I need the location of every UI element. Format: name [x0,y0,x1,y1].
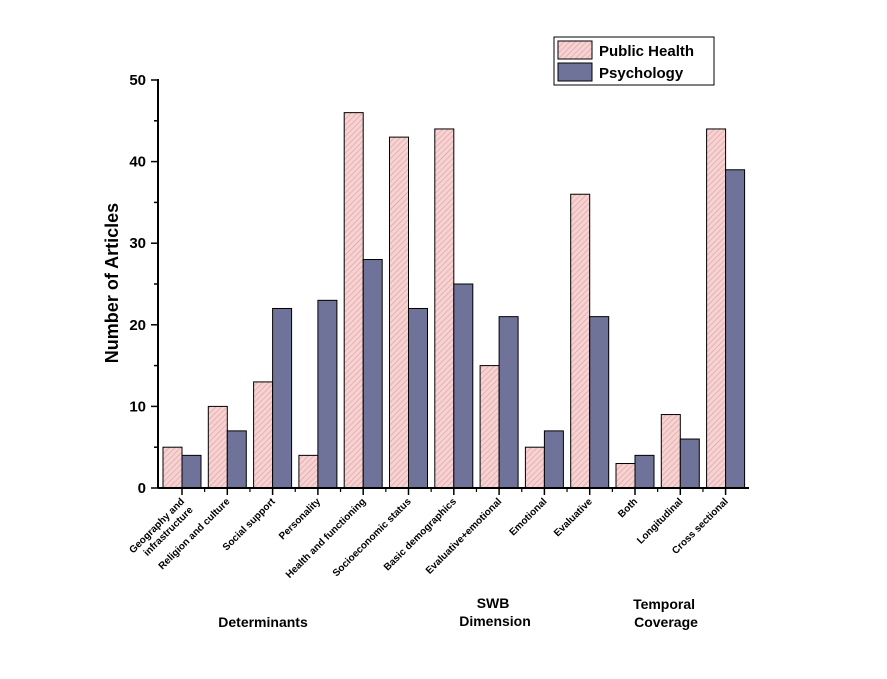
bar-psychology-personality [317,299,338,489]
y-axis-title: Number of Articles [102,203,122,363]
bar-public-health-basic-demographics [434,128,455,489]
bar-psychology-geography-and-infrastructure [181,454,202,489]
bar-public-health-cross-sectional [706,128,727,489]
bar-psychology-socioeconomic-status [408,307,428,489]
y-tick-label: 10 [129,398,146,415]
x-tick-label-health-and-functioning: Health and functioning [284,496,368,580]
bar-psychology-emotional [543,430,564,489]
bar-psychology-religion-and-culture [226,430,247,489]
legend-swatch-public-health [557,40,593,60]
y-tick-label: 40 [129,154,146,171]
bar-public-health-emotional [524,446,545,489]
bar-public-health-longitudinal [660,414,681,489]
bar-psychology-social-support [272,307,293,489]
x-tick-label-socioeconomic-status: Socioeconomic status [331,496,414,579]
x-tick-label-longitudinal: Longitudinal [635,496,685,546]
legend-label-public-health: Public Health [599,43,694,60]
y-tick-label: 30 [129,235,146,252]
bar-psychology-cross-sectional [725,169,746,489]
x-tick-label-geography-and-infrastructure: Geography andinfrastructure [127,496,195,564]
legend-swatch-psychology [557,62,593,82]
bar-psychology-both [634,454,655,489]
y-tick-label: 50 [129,72,146,89]
x-tick-label-evaluative: Evaluative [552,496,595,539]
x-tick-label-both: Both [616,496,640,520]
bar-psychology-longitudinal [679,438,700,489]
bar-public-health-evaluative [570,193,591,489]
bar-public-health-personality [298,454,319,489]
group-label-temporal-coverage: Temporal Coverage [633,596,699,630]
y-tick-label: 20 [129,317,146,334]
bar-public-health-geography-and-infrastructure [162,446,183,489]
bar-public-health-socioeconomic-status [389,136,409,489]
y-tick-label: 0 [138,480,146,497]
bar-public-health-evaluative-emotional [479,365,500,489]
bar-public-health-social-support [253,381,274,489]
bar-psychology-evaluative [589,316,610,489]
group-label-determinants: Determinants [218,614,308,630]
bar-public-health-both [615,463,636,489]
bar-public-health-health-and-functioning [343,112,364,489]
x-tick-label-emotional: Emotional [508,496,550,538]
bar-public-health-religion-and-culture [207,405,228,489]
bar-psychology-basic-demographics [453,283,474,489]
x-tick-label-evaluative-emotional: Evaluative+emotional [424,496,504,576]
group-label-swb-dimension: SWB Dimension [459,595,531,629]
bars-layer [162,112,746,489]
legend: Public Health Psychology [553,36,715,86]
legend-label-psychology: Psychology [599,65,684,82]
bar-psychology-evaluative-emotional [498,316,519,489]
x-tick-label-personality: Personality [277,496,323,542]
bar-psychology-health-and-functioning [362,259,383,489]
